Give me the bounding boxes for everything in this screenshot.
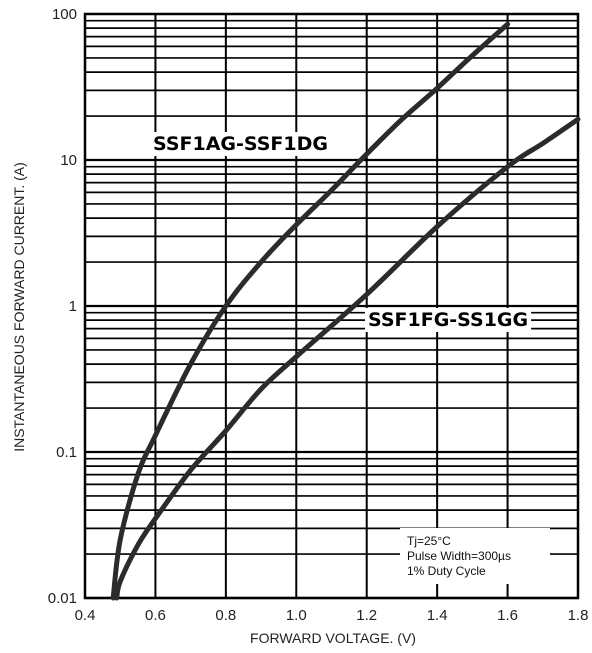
grid xyxy=(84,14,579,600)
x-tick-label: 1.6 xyxy=(497,607,518,624)
x-axis-title: FORWARD VOLTAGE. (V) xyxy=(250,630,416,646)
x-tick-label: 0.6 xyxy=(145,607,166,624)
y-tick-label: 1 xyxy=(69,298,77,315)
note-line-temperature: Tj=25°C xyxy=(407,534,451,548)
note-line-duty-cycle: 1% Duty Cycle xyxy=(407,564,486,578)
note-line-pulse-width: Pulse Width=300µs xyxy=(407,549,511,563)
plot-frame xyxy=(83,12,580,600)
x-tick-label: 1.8 xyxy=(568,607,589,624)
x-tick-label: 1.0 xyxy=(286,607,307,624)
x-tick-label: 1.2 xyxy=(356,607,377,624)
series-layer xyxy=(110,21,581,601)
y-tick-label: 100 xyxy=(52,6,77,23)
series-label-ssf1ag-ssf1dg: SSF1AG-SSF1DG xyxy=(153,133,328,155)
y-tick-label: 10 xyxy=(60,152,77,169)
test-conditions-note: Tj=25°C Pulse Width=300µs 1% Duty Cycle xyxy=(400,528,550,584)
y-tick-label: 0.1 xyxy=(56,444,77,461)
series-label-background xyxy=(150,132,331,156)
x-tick-label: 1.4 xyxy=(427,607,448,624)
x-tick-label: 0.8 xyxy=(215,607,236,624)
y-axis-title: INSTANTANEOUS FORWARD CURRENT. (A) xyxy=(11,162,27,452)
y-tick-label: 0.01 xyxy=(48,590,77,607)
series-line-ssf1ag-ssf1dg xyxy=(110,21,511,601)
series-label-background xyxy=(365,308,532,332)
series-line-ssf1fg-ss1gg xyxy=(114,116,581,601)
tick-labels: 0.4 0.6 0.8 1.0 1.2 1.4 1.6 1.8 0.01 0.1 1 10 100 xyxy=(48,6,589,624)
x-tick-label: 0.4 xyxy=(75,607,96,624)
series-label-ssf1fg-ss1gg: SSF1FG-SS1GG xyxy=(368,309,528,331)
